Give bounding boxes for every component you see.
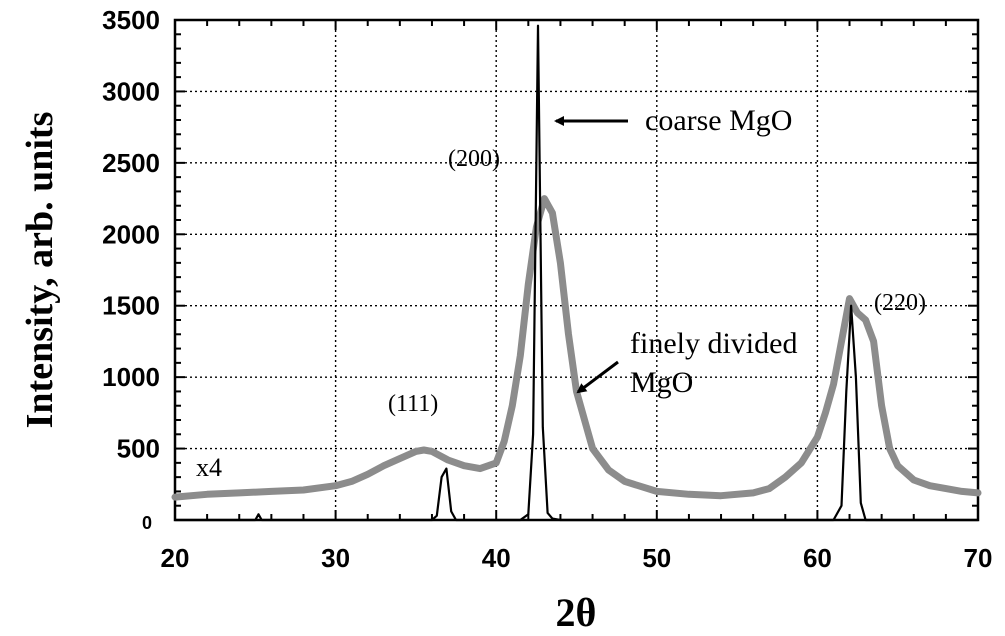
x-tick-label-50: 50: [642, 543, 671, 573]
y-tick-label-2500: 2500: [102, 148, 160, 178]
y-tick-label-3000: 3000: [102, 76, 160, 106]
series-coarse-mgo: [175, 24, 978, 522]
fine-mgo-label-line1: finely divided: [630, 327, 797, 360]
y-tick-label-500: 500: [117, 434, 160, 464]
peak-label-111: (111): [388, 391, 438, 417]
y-tick-labels: 0 500 1000 1500 2000 2500 3000 3500: [102, 5, 160, 533]
x-tick-label-70: 70: [964, 543, 993, 573]
y-tick-label-1500: 1500: [102, 291, 160, 321]
x-tick-label-20: 20: [161, 543, 190, 573]
series-finely-divided-mgo: [171, 195, 982, 501]
x-axis-title: 2θ: [556, 590, 597, 635]
fine-mgo-label-line2: MgO: [630, 366, 693, 399]
x-tick-label-60: 60: [803, 543, 832, 573]
y-tick-label-2000: 2000: [102, 219, 160, 249]
peak-label-220: (220): [874, 290, 926, 316]
peak-label-200: (200): [448, 146, 500, 172]
coarse-mgo-label: coarse MgO: [645, 104, 792, 137]
y-axis-title: Intensity, arb. units: [19, 112, 61, 429]
x-tick-labels: 20 30 40 50 60 70: [161, 543, 993, 573]
x-tick-label-40: 40: [482, 543, 511, 573]
axis-ticks: [174, 19, 979, 521]
fine-mgo-arrow: [576, 360, 619, 394]
scale-note: x4: [196, 453, 222, 482]
series-layer: [171, 24, 982, 522]
x-tick-label-30: 30: [321, 543, 350, 573]
y-tick-label-3500: 3500: [102, 5, 160, 35]
y-tick-label-0: 0: [142, 513, 152, 533]
y-tick-label-1000: 1000: [102, 362, 160, 392]
